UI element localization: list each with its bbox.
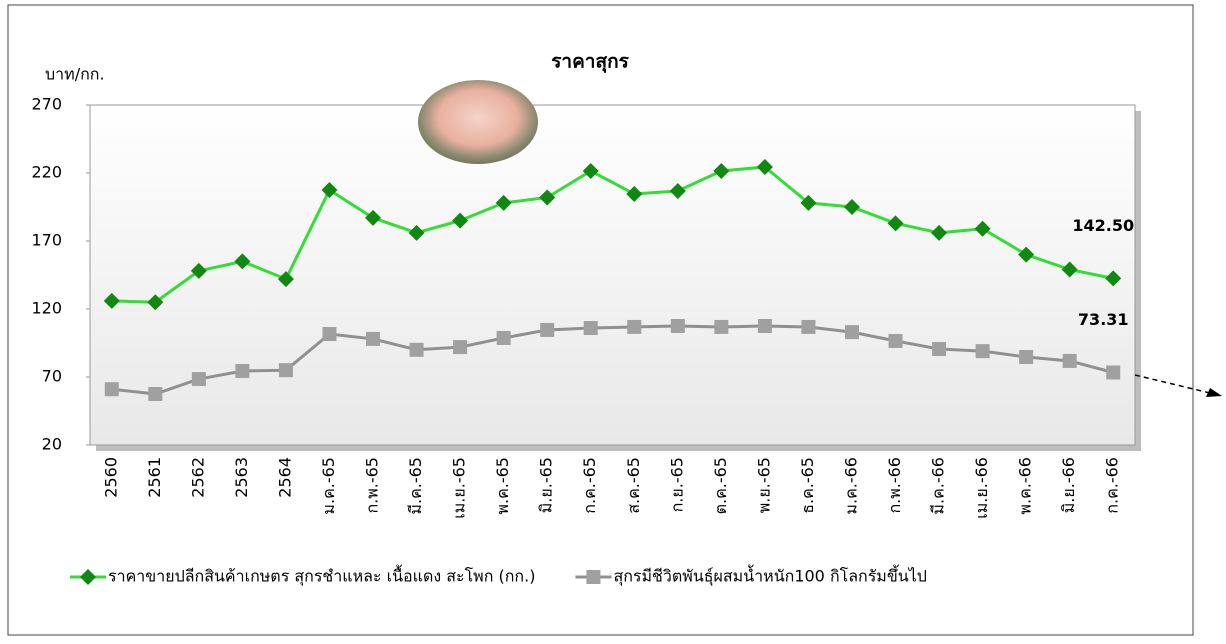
pig-image: [418, 80, 538, 164]
marker: [452, 212, 469, 229]
y-tick-label: 220: [31, 163, 62, 182]
marker: [495, 194, 512, 211]
marker: [1018, 246, 1035, 263]
y-tick-label: 70: [42, 367, 62, 386]
marker: [366, 331, 381, 346]
marker: [80, 569, 96, 585]
y-tick-label: 120: [31, 299, 62, 318]
x-tick-label: ก.ย.-65: [667, 457, 686, 512]
marker: [496, 330, 511, 345]
x-tick-label: ก.พ.-65: [363, 457, 382, 514]
arrow-head: [1206, 388, 1222, 397]
marker: [1019, 350, 1034, 365]
x-tick-label: พ.ค.-66: [1016, 457, 1035, 515]
marker: [974, 220, 991, 237]
x-tick-label: 2564: [275, 457, 294, 498]
marker: [669, 182, 686, 199]
marker: [756, 159, 773, 176]
x-tick-label: เม.ย.-66: [972, 457, 991, 519]
marker: [757, 319, 772, 333]
marker: [322, 327, 337, 342]
marker: [888, 333, 903, 348]
x-tick-label: พ.ค.-65: [493, 457, 512, 515]
x-tick-label: ส.ค.-65: [624, 457, 643, 514]
marker: [931, 224, 948, 241]
x-tick-label: ต.ค.-65: [711, 457, 730, 514]
y-tick-label: 170: [31, 231, 62, 250]
chart-title: ราคาสุกร: [551, 51, 629, 74]
marker: [1106, 365, 1121, 380]
marker: [365, 209, 382, 226]
y-axis-label: บาท/กก.: [45, 65, 105, 84]
marker: [453, 340, 468, 355]
marker: [932, 341, 947, 356]
marker: [583, 321, 598, 336]
marker: [277, 271, 294, 288]
marker: [1105, 270, 1122, 287]
data-label: 142.50: [1072, 216, 1134, 235]
series-line: [111, 324, 1114, 396]
marker: [148, 387, 163, 401]
x-tick-label: ก.พ.-66: [885, 457, 904, 514]
marker: [103, 292, 120, 309]
marker: [321, 182, 338, 198]
data-label: 73.31: [1078, 310, 1129, 329]
marker: [1061, 261, 1078, 278]
marker: [975, 344, 990, 359]
x-tick-label: มิ.ย.-65: [537, 457, 556, 513]
marker: [234, 253, 251, 270]
marker: [540, 322, 555, 337]
x-tick-label: 2560: [101, 457, 120, 498]
marker: [670, 319, 685, 333]
x-tick-label: ก.ค.-65: [580, 457, 599, 514]
marker: [235, 364, 250, 379]
x-tick-label: ม.ค.-66: [841, 457, 860, 515]
arrow: [1134, 374, 1211, 394]
marker: [104, 382, 119, 397]
marker: [626, 185, 643, 202]
marker: [586, 570, 601, 584]
marker: [627, 319, 642, 334]
x-tick-label: มี.ค.-66: [929, 457, 948, 515]
x-tick-label: ก.ค.-66: [1103, 457, 1122, 514]
x-tick-label: 2562: [188, 457, 207, 498]
marker: [1062, 353, 1077, 368]
plot-area: [89, 104, 1136, 446]
marker: [843, 199, 860, 215]
x-tick-label: ธ.ค.-65: [798, 457, 817, 514]
y-tick-label: 270: [31, 95, 62, 114]
marker: [190, 262, 207, 279]
marker: [887, 215, 904, 232]
marker: [191, 372, 206, 387]
marker: [408, 224, 425, 241]
x-tick-label: 2563: [232, 457, 251, 498]
marker: [147, 294, 164, 311]
marker: [713, 162, 730, 179]
y-tick-label: 20: [42, 435, 62, 454]
x-tick-label: มี.ค.-65: [406, 457, 425, 515]
legend-label: สุกรมีชีวิตพันธุ์ผสมน้ำหนัก100 กิโลกรัมข…: [613, 565, 926, 587]
marker: [714, 319, 729, 334]
marker: [844, 325, 859, 340]
x-tick-label: ม.ค.-65: [319, 457, 338, 515]
marker: [801, 319, 816, 334]
marker: [278, 363, 293, 378]
marker: [539, 189, 556, 206]
marker: [800, 194, 817, 211]
x-tick-label: เม.ย.-65: [450, 457, 469, 519]
x-tick-label: พ.ย.-65: [754, 457, 773, 513]
marker: [409, 342, 424, 357]
marker: [582, 162, 599, 179]
legend-label: ราคาขายปลีกสินค้าเกษตร สุกรชำแหละ เนื้อแ…: [108, 565, 535, 587]
x-tick-label: มิ.ย.-66: [1059, 457, 1078, 513]
x-tick-label: 2561: [145, 457, 164, 498]
